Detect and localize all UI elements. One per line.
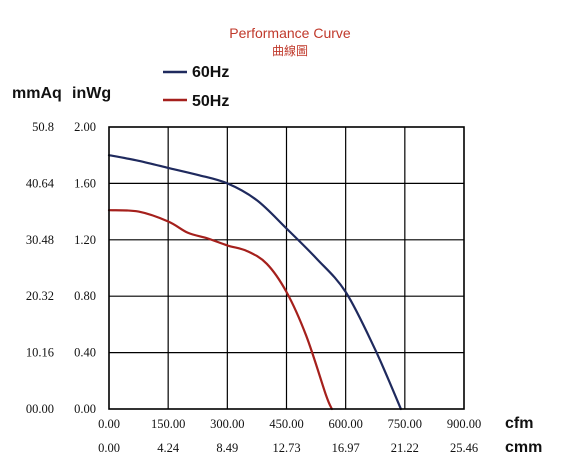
y-tick-label-mmaq: 50.8 xyxy=(32,120,54,134)
legend-label-50hz: 50Hz xyxy=(192,93,229,110)
y-axis-label-mmaq: mmAq xyxy=(12,85,62,102)
x-tick-label-cfm: 750.00 xyxy=(388,417,422,431)
x-tick-label-cmm: 25.46 xyxy=(450,441,478,455)
x-tick-label-cfm: 150.00 xyxy=(151,417,185,431)
series-lines xyxy=(107,154,402,411)
plot-frame xyxy=(108,126,465,410)
x-tick-label-cfm: 900.00 xyxy=(447,417,481,431)
y-tick-label-inwg: 2.00 xyxy=(74,120,96,134)
x-axis-label-cmm: cmm xyxy=(505,439,542,456)
chart-title: Performance Curve xyxy=(229,25,351,41)
legend-label-60hz: 60Hz xyxy=(192,64,229,81)
grid xyxy=(109,127,464,409)
y-tick-label-inwg: 0.00 xyxy=(74,402,96,416)
x-axis-label-cfm: cfm xyxy=(505,415,533,432)
y-tick-label-inwg: 0.80 xyxy=(74,289,96,303)
y-axis-label-inwg: inWg xyxy=(72,85,111,102)
x-tick-label-cmm: 0.00 xyxy=(98,441,120,455)
x-tick-label-cmm: 12.73 xyxy=(272,441,300,455)
y-tick-label-mmaq: 00.00 xyxy=(26,402,54,416)
y-tick-label-inwg: 1.60 xyxy=(74,176,96,190)
x-tick-label-cfm: 450.00 xyxy=(269,417,303,431)
y-tick-label-mmaq: 40.64 xyxy=(26,176,55,190)
y-tick-label-mmaq: 10.16 xyxy=(26,346,54,360)
x-tick-label-cfm: 0.00 xyxy=(98,417,120,431)
series-line-50hz xyxy=(107,209,333,411)
x-tick-label-cmm: 4.24 xyxy=(157,441,180,455)
y-tick-label-inwg: 0.40 xyxy=(74,346,96,360)
tick-labels: 0.00 150.00 300.00 450.00 600.00 750.00 900.00… xyxy=(26,120,481,455)
legend: 60Hz 50Hz xyxy=(163,64,229,110)
y-tick-label-mmaq: 30.48 xyxy=(26,233,54,247)
chart-subtitle: 曲線圖 xyxy=(272,43,308,58)
x-tick-label-cfm: 300.00 xyxy=(210,417,244,431)
y-tick-label-inwg: 1.20 xyxy=(74,233,96,247)
y-tick-label-mmaq: 20.32 xyxy=(26,289,54,303)
x-tick-label-cmm: 8.49 xyxy=(216,441,238,455)
x-tick-label-cmm: 21.22 xyxy=(391,441,419,455)
x-tick-label-cmm: 16.97 xyxy=(332,441,360,455)
series-line-60hz xyxy=(107,154,402,411)
x-tick-label-cfm: 600.00 xyxy=(328,417,362,431)
